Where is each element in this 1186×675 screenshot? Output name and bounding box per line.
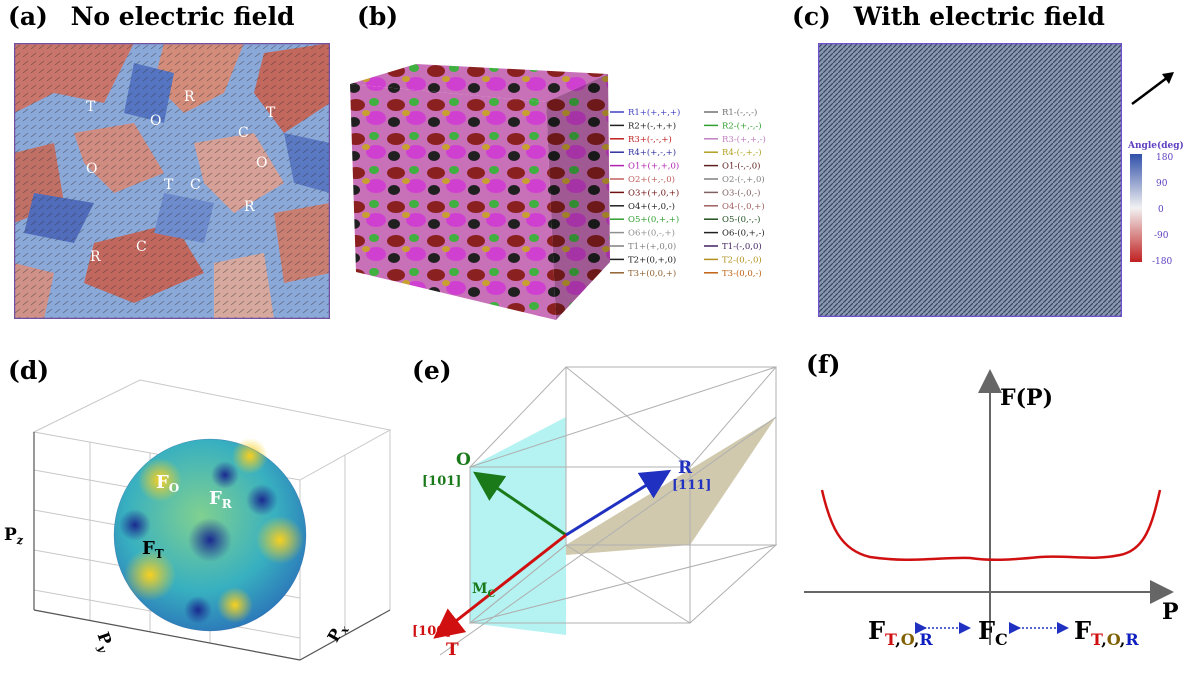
- legend-entry: T3-(0,0,-): [722, 268, 762, 279]
- energy-curve: [820, 489, 1162, 562]
- domain-label: T: [86, 99, 96, 115]
- panel-f-label: (f): [806, 350, 841, 379]
- legend-entry: R2+(-,+,+): [628, 120, 676, 131]
- domain-label: R: [244, 199, 255, 215]
- label-FC: FC: [978, 616, 1008, 649]
- legend-entry: O6+(0,-,+): [628, 228, 675, 239]
- panel-b-cube: [350, 64, 610, 320]
- colorbar-tick: -180: [1152, 257, 1172, 267]
- label-FTOR-left: FT,O,R: [868, 616, 933, 649]
- label-FTOR-right: FT,O,R: [1074, 616, 1139, 649]
- legend-entry: R3+(-,-,+): [628, 134, 672, 145]
- panel-c-title: With electric field: [853, 2, 1105, 31]
- domain-label: O: [86, 161, 97, 177]
- colorbar-tick: -90: [1154, 231, 1169, 241]
- legend-entry: T2-(0,-,0): [722, 254, 762, 265]
- xaxis-label: P: [1162, 599, 1179, 625]
- domain-label: C: [190, 177, 201, 193]
- domain-label: O: [150, 113, 161, 129]
- panel-d-energy-sphere: FO FR FT Pz Py Px: [4, 379, 392, 661]
- point-R: R: [678, 458, 693, 478]
- panel-b-label: (b): [357, 2, 399, 31]
- panel-c-label: (c) With electric field: [792, 2, 1105, 31]
- legend-entry: O6-(0,+,-): [722, 228, 765, 239]
- legend-entry: O2-(-,+,0): [722, 174, 765, 185]
- axis-px: Px: [323, 619, 352, 646]
- sphere-mark-FO: FO: [156, 472, 179, 495]
- field-direction-arrow: [1131, 73, 1173, 105]
- legend-entry: R4+(+,-,+): [628, 147, 676, 158]
- legend-entry: O1-(-,-,0): [722, 161, 760, 172]
- panel-b-legend: R1+(+,+,+) R2+(-,+,+) R3+(-,-,+) R4+(+,-,+)…: [610, 107, 766, 279]
- legend-entry: R1+(+,+,+): [628, 107, 680, 118]
- domain-label: T: [164, 177, 174, 193]
- yaxis-label: F(P): [1000, 385, 1053, 411]
- legend-entry: O5+(0,+,+): [628, 214, 679, 225]
- legend-entry: R1-(-,-,-): [722, 107, 757, 118]
- panel-c-letter: (c): [792, 2, 831, 31]
- colorbar-title: Angle(deg): [1127, 140, 1184, 151]
- legend-entry: O3-(-,0,-): [722, 187, 760, 198]
- dir-111: [111]: [672, 478, 711, 493]
- panel-a-label: (a) No electric field: [8, 2, 295, 31]
- legend-entry: R4-(-,+,-): [722, 147, 762, 158]
- dir-100: [100]: [412, 624, 451, 639]
- panel-f-free-energy-plot: F(P) P FC FT,O,R FT,O,R: [804, 369, 1179, 649]
- panel-e-label: (e): [412, 356, 452, 385]
- panel-a-letter: (a): [8, 2, 48, 31]
- panel-c-domain-map: [818, 43, 1122, 317]
- domain-label: R: [90, 249, 101, 265]
- legend-entry: T2+(0,+,0): [628, 254, 676, 265]
- legend-entry: O2+(+,-,0): [628, 174, 675, 185]
- axis-pz: Pz: [4, 525, 24, 547]
- domain-label: O: [256, 155, 267, 171]
- legend-entry: R2-(+,-,-): [722, 120, 762, 131]
- legend-entry: O5-(0,-,-): [722, 214, 760, 225]
- panel-e-polarization-directions: O [101] R [111] [100] T MC: [412, 366, 778, 660]
- legend-entry: O1+(+,+,0): [628, 161, 679, 172]
- legend-entry: O4-(-,0,+): [722, 201, 765, 212]
- legend-entry: O3+(+,0,+): [628, 187, 679, 198]
- legend-entry: O4+(+,0,-): [628, 201, 675, 212]
- legend-entry: T3+(0,0,+): [628, 268, 676, 279]
- legend-entry: T1-(-,0,0): [722, 241, 762, 252]
- sphere-mark-FR: FR: [209, 488, 233, 511]
- domain-label: C: [238, 125, 249, 141]
- panel-a-title: No electric field: [70, 2, 295, 31]
- label-MC: MC: [472, 581, 496, 600]
- point-T: T: [446, 640, 459, 660]
- legend-entry: R3-(+,+,-): [722, 134, 766, 145]
- domain-label: T: [266, 105, 276, 121]
- colorbar-tick: 0: [1158, 205, 1164, 215]
- point-O: O: [456, 450, 471, 470]
- colorbar-tick: 180: [1156, 153, 1173, 163]
- domain-label: R: [184, 89, 195, 105]
- axis-py: Py: [91, 629, 119, 655]
- legend-entry: T1+(+,0,0): [628, 241, 676, 252]
- panel-c-colorbar: Angle(deg) 180 90 0 -90 -180: [1127, 72, 1184, 267]
- sphere-mark-FT: FT: [142, 538, 164, 561]
- dir-101: [101]: [422, 474, 461, 489]
- domain-label: C: [136, 239, 147, 255]
- panel-d-label: (d): [8, 356, 50, 385]
- colorbar-tick: 90: [1156, 179, 1168, 189]
- panel-a-domain-map: T R O C T O O T C R C R: [14, 43, 330, 319]
